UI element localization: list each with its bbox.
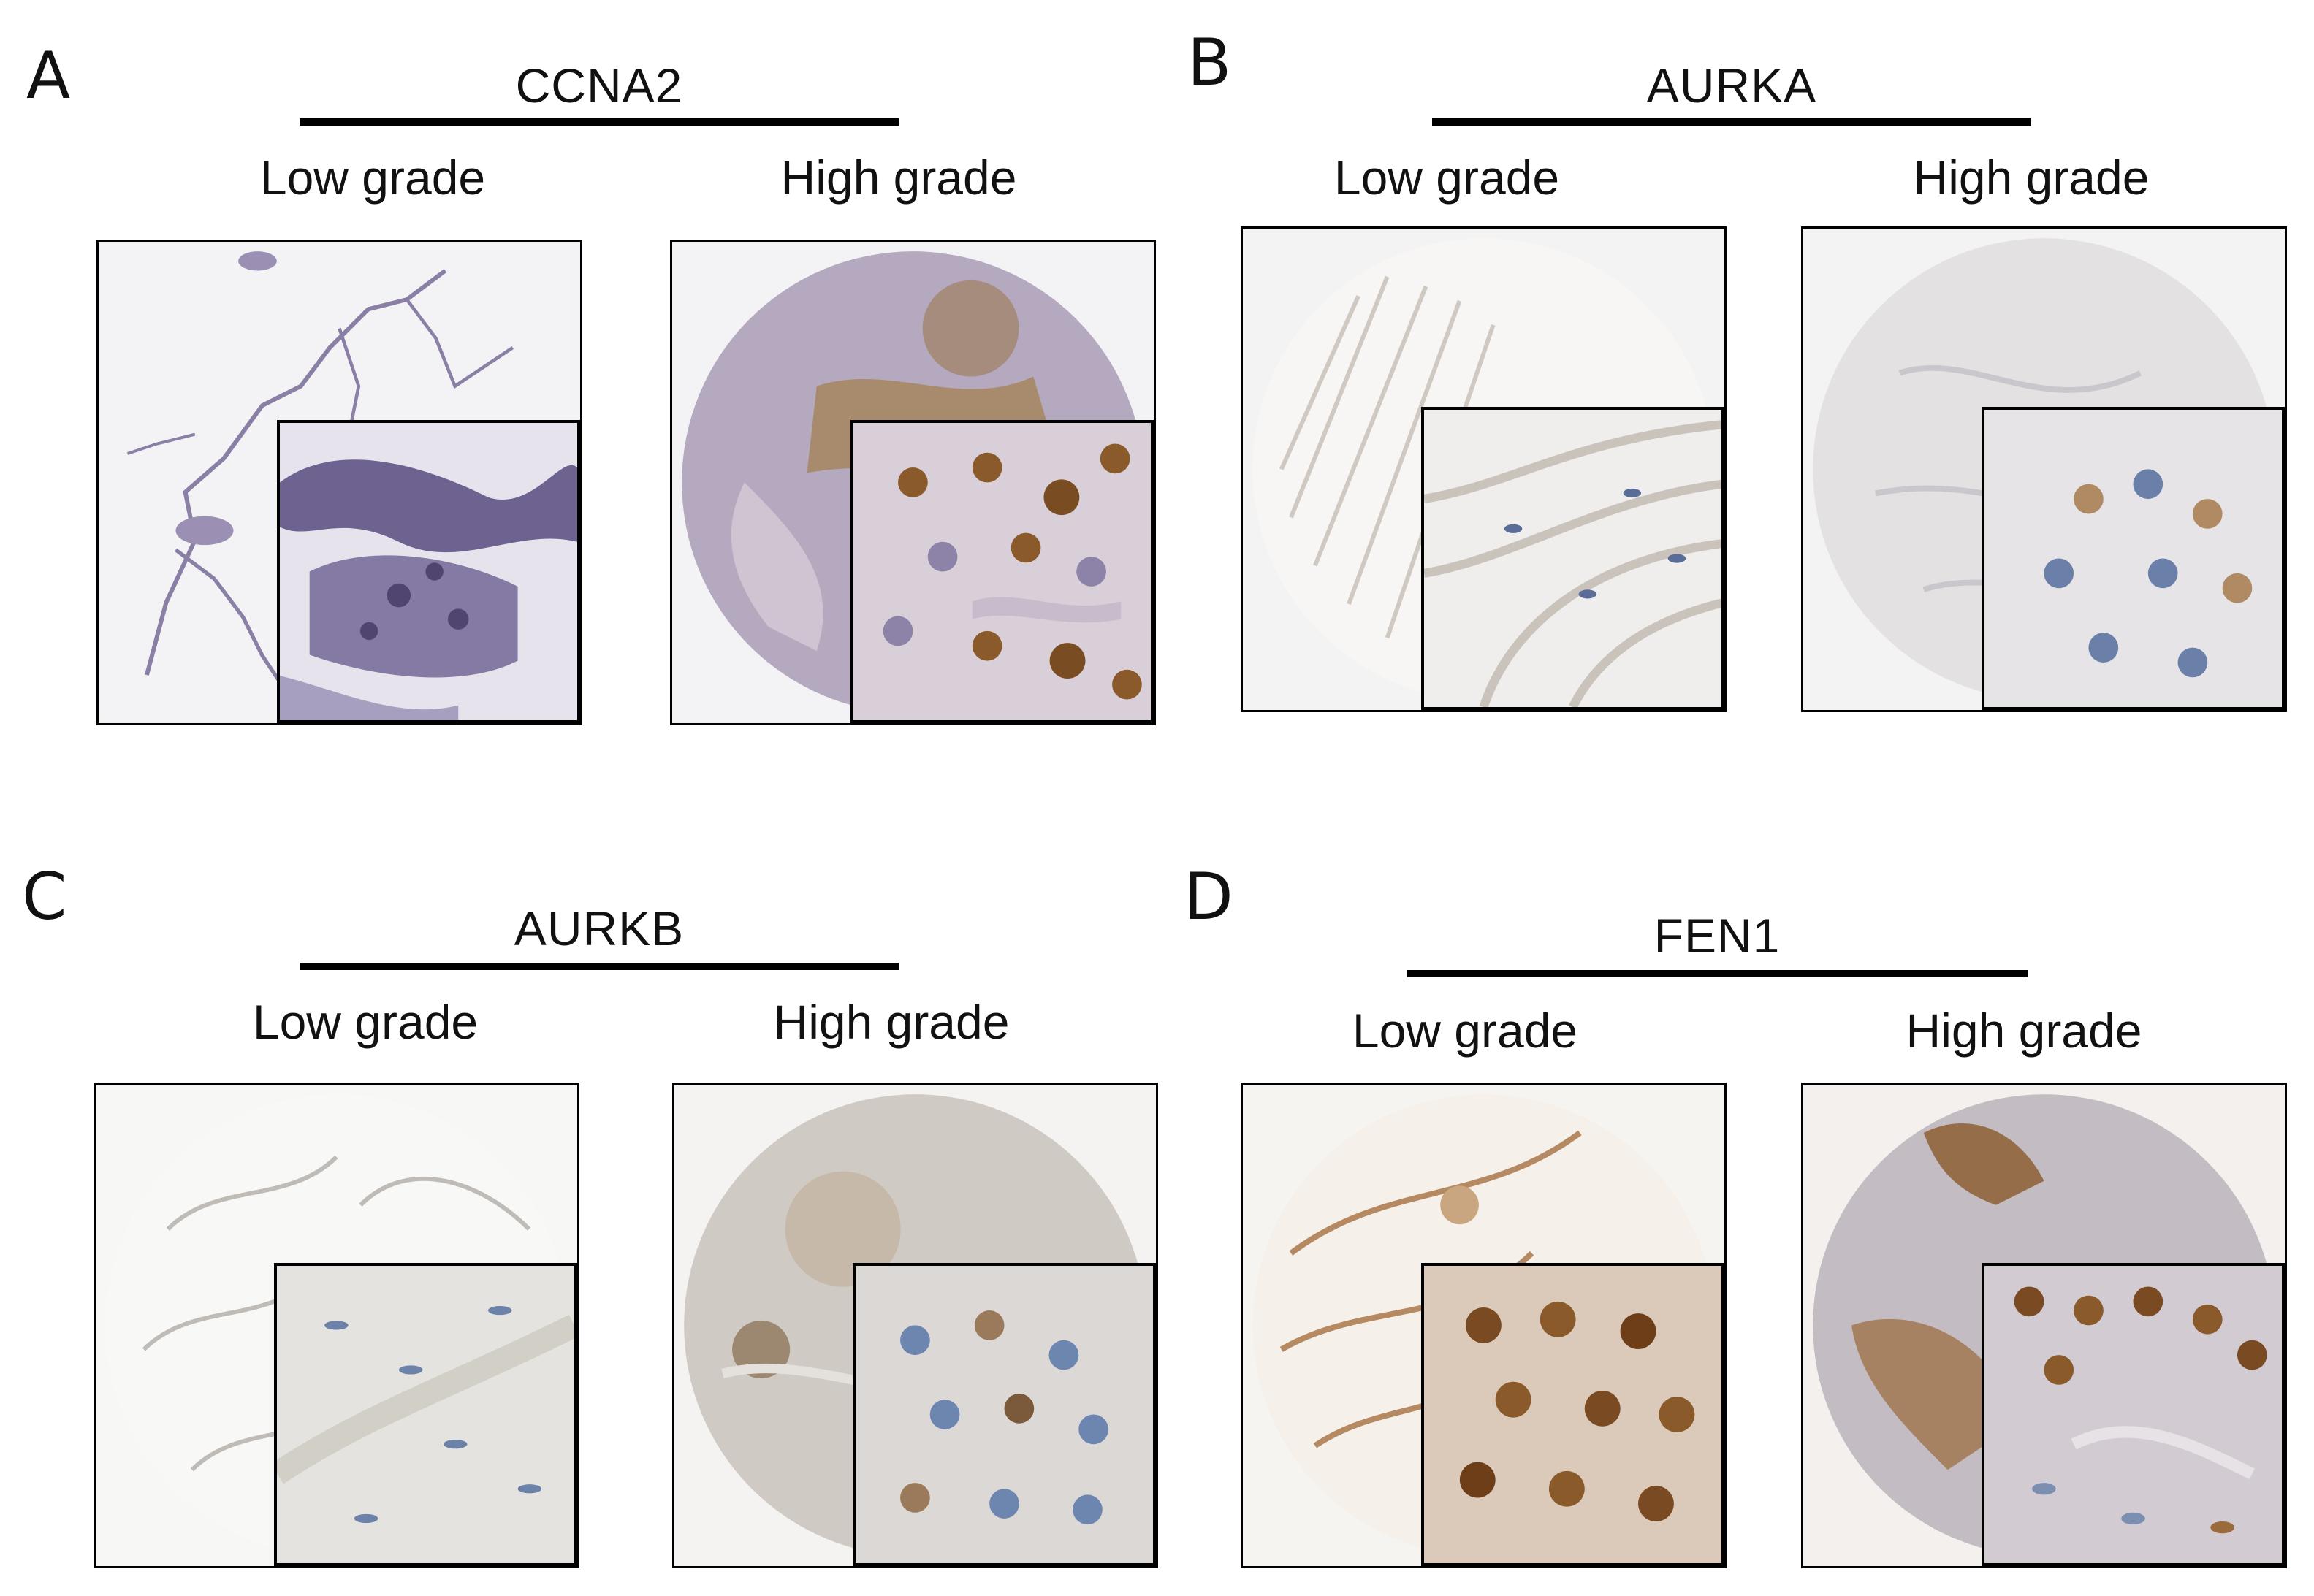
inset-magnified (1982, 407, 2285, 710)
inset-magnified (853, 1263, 1156, 1566)
gene-title: CCNA2 (515, 58, 683, 112)
inset-magnified (1421, 1263, 1724, 1566)
gene-title: AURKA (1646, 58, 1817, 112)
micrograph-low-grade (1241, 1083, 1727, 1568)
gene-underline (300, 963, 899, 970)
high-grade-label: High grade (780, 150, 1017, 205)
micrograph-high-grade (1801, 226, 2287, 712)
inset-magnified (1421, 407, 1724, 710)
low-grade-label: Low grade (252, 995, 479, 1049)
low-grade-label: Low grade (1352, 1004, 1578, 1058)
inset-magnified (274, 1263, 577, 1566)
low-grade-label: Low grade (1333, 150, 1560, 205)
gene-underline (300, 118, 899, 126)
inset-magnified (850, 420, 1154, 723)
micrograph-low-grade (94, 1083, 579, 1568)
micrograph-high-grade (1801, 1083, 2287, 1568)
inset-magnified (277, 420, 580, 723)
micrograph-high-grade (672, 1083, 1158, 1568)
panel-letter: C (22, 859, 67, 934)
high-grade-label: High grade (773, 995, 1010, 1049)
panel-letter: D (1184, 859, 1233, 934)
gene-title: FEN1 (1653, 909, 1781, 963)
low-grade-label: Low grade (259, 150, 486, 205)
gene-underline (1432, 118, 2031, 126)
micrograph-low-grade (96, 240, 582, 725)
tissue-image (126, 251, 514, 686)
panel-letter: B (1187, 25, 1232, 100)
panel-letter: A (26, 38, 71, 113)
micrograph-low-grade (1241, 226, 1727, 712)
micrograph-high-grade (670, 240, 1156, 725)
inset-magnified (1982, 1263, 2285, 1566)
gene-title: AURKB (514, 901, 685, 955)
gene-underline (1407, 970, 2028, 977)
high-grade-label: High grade (1906, 1004, 2142, 1058)
high-grade-label: High grade (1913, 150, 2150, 205)
